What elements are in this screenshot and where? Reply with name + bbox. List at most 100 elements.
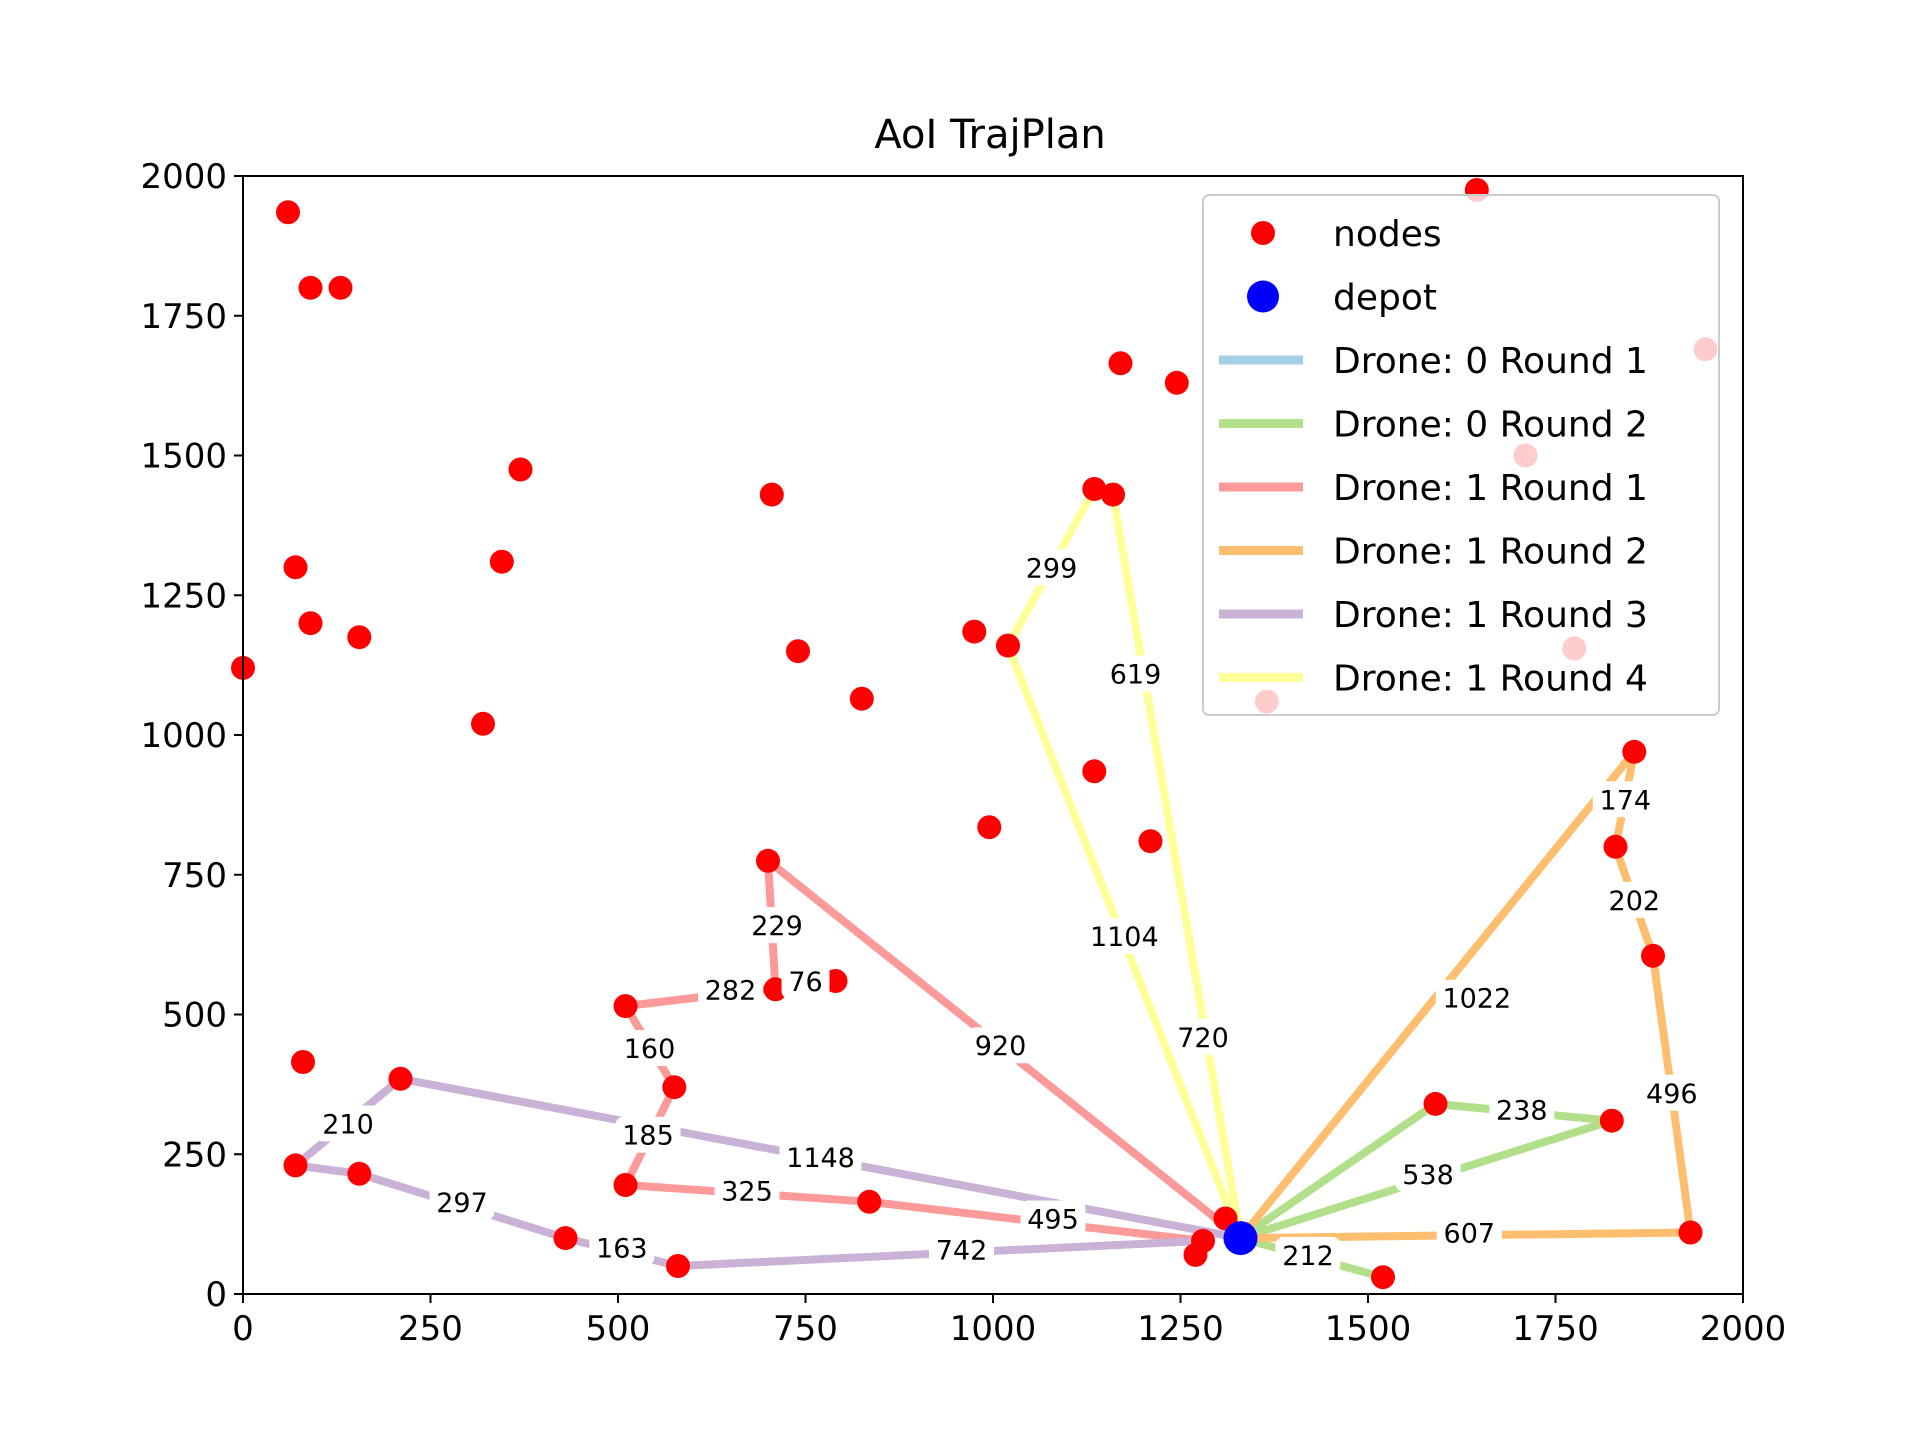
x-tick-label-3: 750	[773, 1309, 838, 1349]
x-tick-label-7: 1750	[1512, 1309, 1599, 1349]
route-label-group-1-1: 229	[744, 907, 810, 944]
route-label: 202	[1609, 886, 1661, 917]
route-label: 299	[1026, 553, 1078, 584]
node-point-14	[996, 633, 1020, 658]
x-tick-label-2: 500	[586, 1309, 651, 1349]
x-tick-label-1: 250	[398, 1309, 463, 1349]
route-label: 229	[751, 911, 803, 942]
legend-label: Drone: 0 Round 2	[1333, 405, 1648, 446]
legend-entry-2: Drone: 0 Round 1	[1219, 341, 1648, 382]
depot-point	[1223, 1221, 1258, 1256]
legend-entry-4: Drone: 1 Round 1	[1219, 468, 1648, 509]
route-label: 163	[596, 1234, 648, 1265]
route-label: 607	[1444, 1219, 1496, 1250]
legend-label: Drone: 0 Round 1	[1333, 341, 1648, 382]
route-label: 185	[622, 1121, 674, 1152]
node-point-31	[662, 1075, 687, 1100]
route-label-group-2-2: 202	[1601, 881, 1667, 918]
x-tick-label-0: 0	[232, 1309, 254, 1349]
node-point-43	[1371, 1265, 1395, 1290]
chart-title: AoI TrajPlan	[874, 112, 1105, 158]
route-label: 210	[322, 1110, 374, 1141]
route-label-group-2-4: 607	[1436, 1214, 1502, 1251]
node-point-0	[276, 200, 300, 225]
y-tick-label-2: 500	[162, 996, 227, 1036]
y-tick-label-1: 250	[162, 1135, 227, 1175]
route-label-group-3-3: 163	[589, 1229, 655, 1266]
route-label-group-4-1: 299	[1019, 549, 1084, 586]
node-point-39	[666, 1254, 690, 1278]
y-tick-label-3: 750	[162, 856, 227, 896]
node-point-25	[977, 815, 1002, 840]
node-point-41	[1191, 1228, 1215, 1253]
node-point-10	[759, 482, 784, 507]
x-tick-label-8: 2000	[1700, 1309, 1787, 1349]
route-label-bg	[968, 1027, 1033, 1064]
route-label-bg	[1170, 1018, 1236, 1055]
route-label: 920	[975, 1031, 1027, 1062]
legend-entry-5: Drone: 1 Round 2	[1219, 532, 1648, 573]
node-point-2	[328, 275, 353, 300]
node-point-1	[298, 275, 323, 300]
node-point-9	[508, 457, 533, 482]
route-label-group-2-0: 1022	[1435, 979, 1518, 1016]
route-label-group-4-2: 619	[1103, 655, 1168, 692]
legend: nodes depot Drone: 0 Round 1 Drone: 0 Round…	[1202, 194, 1720, 716]
route-label-group-1-4: 160	[617, 1030, 682, 1066]
route-label-group-1-6: 325	[714, 1172, 780, 1209]
node-point-6	[347, 625, 372, 650]
route-label-group-0-2: 212	[1275, 1236, 1341, 1273]
route-label-bg	[1103, 655, 1168, 692]
route-label-bg	[617, 1030, 682, 1066]
legend-entry-3: Drone: 0 Round 2	[1219, 405, 1648, 446]
legend-marker	[1251, 221, 1275, 245]
x-axis: 0 250 500 750 1000 1250 1500 1750 2000	[232, 1294, 1786, 1349]
node-point-5	[298, 611, 323, 636]
route-label-group-3-4: 742	[929, 1231, 994, 1268]
route-label: 1104	[1090, 922, 1159, 953]
route-label-bg	[589, 1229, 655, 1266]
y-tick-label-0: 0	[205, 1275, 227, 1315]
node-point-12	[849, 686, 874, 711]
node-point-33	[388, 1066, 413, 1091]
node-point-46	[1622, 739, 1647, 764]
legend-entry-1: depot	[1247, 278, 1437, 319]
legend-label: Drone: 1 Round 2	[1333, 532, 1648, 573]
route-label: 1022	[1442, 984, 1511, 1015]
route-label-bg	[429, 1183, 495, 1220]
node-point-16	[1101, 482, 1125, 507]
node-point-4	[283, 555, 308, 580]
node-point-13	[962, 619, 987, 644]
legend-label: nodes	[1333, 214, 1442, 255]
node-point-7	[471, 711, 495, 736]
route-label-group-1-3: 76	[781, 963, 830, 999]
legend-label: Drone: 1 Round 3	[1333, 595, 1648, 636]
node-point-44	[1423, 1091, 1448, 1116]
node-point-8	[489, 549, 514, 574]
route-label-bg	[1639, 1074, 1705, 1111]
route-label: 174	[1600, 785, 1652, 816]
legend-entry-7: Drone: 1 Round 4	[1219, 659, 1648, 700]
route-label-group-4-3: 720	[1170, 1018, 1236, 1055]
route-label-bg	[1019, 549, 1084, 586]
route-label-bg	[615, 1116, 681, 1153]
y-tick-label-7: 1750	[140, 297, 227, 337]
route-label: 538	[1402, 1160, 1454, 1191]
y-tick-label-4: 1000	[140, 716, 227, 756]
route-label-group-3-2: 297	[429, 1183, 495, 1220]
route-label: 297	[436, 1188, 488, 1219]
route-label: 742	[936, 1235, 988, 1266]
route-label: 76	[788, 967, 822, 998]
route-label-bg	[744, 907, 810, 944]
x-tick-label-5: 1250	[1137, 1309, 1224, 1349]
route-label-group-1-0: 920	[968, 1027, 1033, 1064]
node-point-48	[1641, 943, 1665, 968]
route-label-group-3-0: 1148	[779, 1139, 862, 1175]
node-point-11	[786, 639, 810, 664]
legend-box	[1202, 194, 1720, 716]
route-label: 160	[624, 1034, 676, 1065]
route-label: 212	[1282, 1241, 1334, 1272]
node-point-15	[1082, 477, 1107, 501]
node-point-37	[857, 1189, 882, 1214]
route-label-bg	[1395, 1155, 1461, 1192]
